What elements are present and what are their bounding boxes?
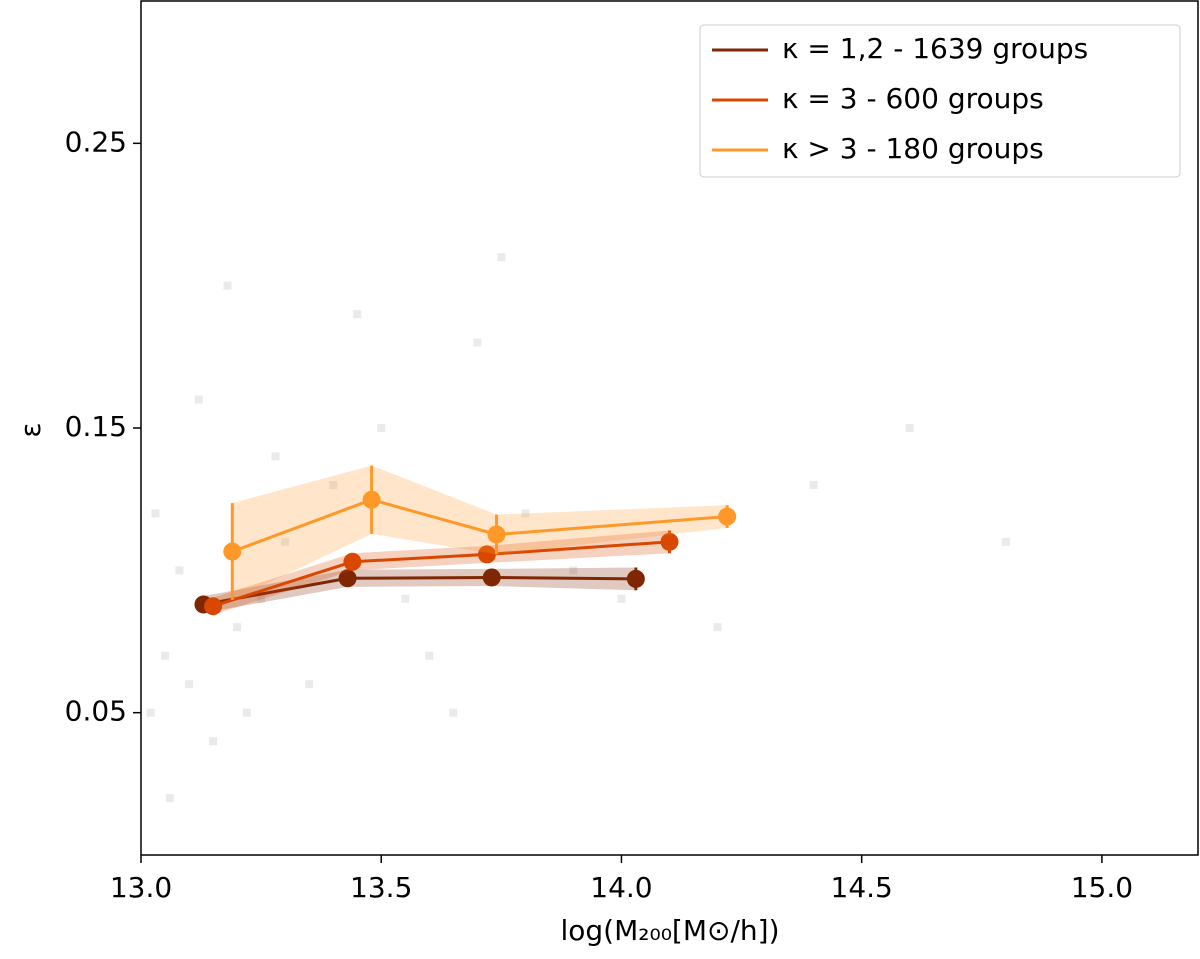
point bbox=[477, 545, 496, 564]
point bbox=[338, 569, 357, 588]
background-point bbox=[194, 395, 203, 404]
point bbox=[718, 507, 737, 526]
background-point bbox=[353, 310, 362, 319]
point bbox=[223, 542, 242, 561]
x-tick-label: 15.0 bbox=[1071, 871, 1133, 904]
background-point bbox=[209, 737, 218, 746]
point bbox=[204, 597, 223, 616]
y-tick-label: 0.05 bbox=[65, 695, 127, 728]
legend-label: κ = 1,2 - 1639 groups bbox=[782, 32, 1088, 65]
legend-box bbox=[699, 24, 1181, 178]
background-point bbox=[223, 281, 232, 290]
x-tick-label: 14.5 bbox=[831, 871, 893, 904]
series-line bbox=[231, 498, 728, 553]
x-tick-label: 14.0 bbox=[590, 871, 652, 904]
background-point bbox=[425, 651, 434, 660]
background-point bbox=[497, 253, 506, 262]
y-tick-label: 0.15 bbox=[65, 410, 127, 443]
background-point bbox=[233, 623, 242, 632]
legend-label: κ = 3 - 600 groups bbox=[782, 82, 1044, 115]
x-tick-label: 13.5 bbox=[350, 871, 412, 904]
x-axis-label: log(M₂₀₀[M⊙/h]) bbox=[560, 914, 779, 947]
background-point bbox=[185, 680, 194, 689]
background-point bbox=[242, 708, 251, 717]
background-point bbox=[281, 537, 290, 546]
background-point bbox=[305, 680, 314, 689]
x-tick-label: 13.0 bbox=[110, 871, 172, 904]
background-point bbox=[401, 594, 410, 603]
background-point bbox=[473, 338, 482, 347]
point bbox=[343, 552, 362, 571]
background-point bbox=[617, 594, 626, 603]
background-point bbox=[146, 708, 155, 717]
background-point bbox=[905, 424, 914, 432]
background-point bbox=[271, 452, 280, 461]
background-point bbox=[151, 509, 160, 518]
series-line bbox=[203, 575, 636, 606]
point bbox=[487, 525, 506, 544]
background-point bbox=[257, 594, 266, 603]
point bbox=[626, 569, 645, 588]
background-point bbox=[165, 794, 174, 803]
legend-label: κ > 3 - 180 groups bbox=[782, 132, 1044, 165]
background-point bbox=[161, 651, 170, 660]
background-point bbox=[449, 708, 458, 717]
y-axis-label: ε bbox=[14, 422, 47, 437]
point bbox=[482, 568, 501, 587]
series-line bbox=[212, 540, 670, 608]
background-point bbox=[809, 480, 818, 489]
background-point bbox=[521, 509, 530, 518]
background-point bbox=[175, 566, 184, 575]
background-point bbox=[377, 424, 386, 432]
point bbox=[660, 532, 679, 551]
error-band bbox=[213, 530, 670, 615]
background-point bbox=[569, 566, 578, 575]
y-tick-label: 0.25 bbox=[65, 125, 127, 158]
background-point bbox=[713, 623, 722, 632]
plot-frame bbox=[140, 0, 1199, 856]
background-point bbox=[1001, 537, 1010, 546]
background-point bbox=[329, 480, 338, 489]
error-band bbox=[232, 465, 728, 600]
point bbox=[362, 490, 381, 509]
